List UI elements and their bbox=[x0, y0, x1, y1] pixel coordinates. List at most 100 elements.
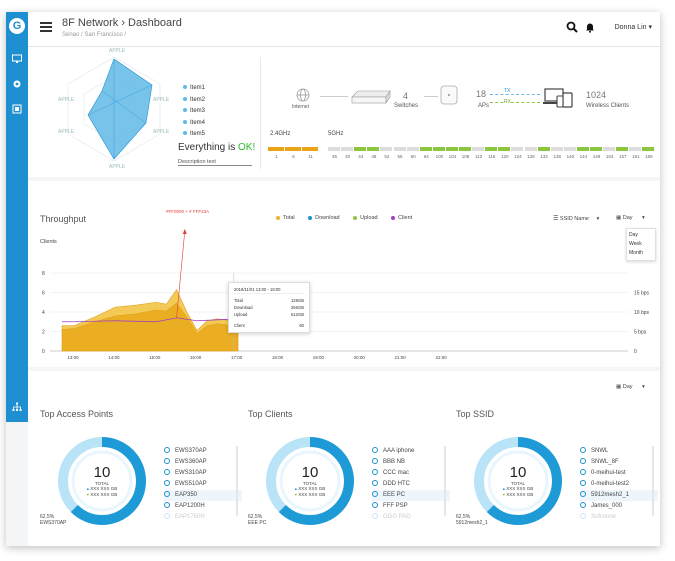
chart-legend: Total Download Upload Client bbox=[276, 215, 412, 221]
x-tick-label: 13:00 bbox=[67, 355, 79, 360]
monitor-icon[interactable] bbox=[12, 54, 22, 64]
globe-icon[interactable] bbox=[296, 88, 310, 102]
section-top-access-points: Top Access Points 10 TOTAL ▴ XXX XXX GB … bbox=[40, 371, 242, 546]
list-item[interactable]: FFF PSP bbox=[372, 501, 450, 512]
search-icon[interactable] bbox=[566, 21, 578, 33]
list-item[interactable]: EWS360AP bbox=[164, 457, 242, 468]
scrollbar[interactable] bbox=[652, 446, 654, 516]
switches-label: Switches bbox=[394, 103, 419, 109]
list-item[interactable]: EWS510AP bbox=[164, 479, 242, 490]
section-title: Top Access Points bbox=[40, 409, 114, 419]
clients-devices-icon[interactable] bbox=[543, 87, 575, 109]
y2-tick-label: 10 bps bbox=[634, 310, 650, 316]
status-ok: OK! bbox=[238, 142, 256, 153]
channel-label: 56 bbox=[397, 154, 403, 159]
list-item[interactable]: GGG PAD bbox=[372, 512, 450, 523]
channel-label: 104 bbox=[448, 154, 457, 159]
section-title: Top SSID bbox=[456, 409, 495, 419]
channel-segment bbox=[285, 147, 301, 151]
channel-segment bbox=[498, 147, 511, 151]
donut-line: ▴ XXX XXX GB bbox=[86, 486, 118, 491]
gear-icon[interactable] bbox=[12, 79, 22, 89]
list-item[interactable]: SNWL_8F bbox=[580, 457, 658, 468]
topology-icon[interactable] bbox=[12, 402, 22, 412]
description-text: Description text bbox=[178, 159, 252, 166]
list-item[interactable]: 0-meihui-test2 bbox=[580, 479, 658, 490]
access-point-icon[interactable] bbox=[440, 85, 458, 105]
switch-icon[interactable] bbox=[350, 89, 392, 105]
channel-label: 40 bbox=[345, 154, 351, 159]
channel-label: 149 bbox=[592, 154, 601, 159]
legend-download[interactable]: Download bbox=[308, 215, 340, 221]
legend-total[interactable]: Total bbox=[276, 215, 295, 221]
donut-total-label: TOTAL bbox=[302, 481, 318, 486]
breadcrumb[interactable]: Senao / San Francisco / bbox=[62, 32, 127, 38]
y2-tick-label: 5 bps bbox=[634, 330, 647, 336]
range-option-week[interactable]: Week bbox=[629, 241, 642, 247]
scrollbar[interactable] bbox=[236, 446, 238, 516]
channel-segment bbox=[393, 147, 406, 151]
channel-label: 11 bbox=[308, 154, 313, 159]
x-tick-label: 19:00 bbox=[313, 355, 325, 360]
range-option-month[interactable]: Month bbox=[629, 250, 643, 256]
menu-icon[interactable] bbox=[40, 22, 52, 32]
brand-logo-icon[interactable]: G bbox=[9, 18, 25, 34]
range-dropdown: Day Week Month bbox=[626, 228, 656, 261]
channel-segment bbox=[563, 147, 576, 151]
channel-label: 44 bbox=[358, 154, 364, 159]
channel-segment bbox=[576, 147, 589, 151]
channel-segment bbox=[550, 147, 563, 151]
legend-item: Item1 bbox=[183, 83, 205, 95]
list-item[interactable]: EWS370AP bbox=[164, 446, 242, 457]
list-item[interactable]: James_000 bbox=[580, 501, 658, 512]
list-item[interactable]: EAP350 bbox=[164, 490, 242, 501]
list-item[interactable]: 5912mesh2_1 bbox=[580, 490, 658, 501]
range-option-day[interactable]: Day bbox=[629, 232, 638, 238]
list-item[interactable]: Sofistone bbox=[580, 512, 658, 523]
aps-label: APs bbox=[478, 103, 490, 109]
y2-tick-label: 0 bbox=[634, 349, 637, 355]
user-name: Donna Lin bbox=[614, 24, 647, 31]
band-5-label: 5GHz bbox=[328, 131, 344, 137]
list-item[interactable]: AAA iphone bbox=[372, 446, 450, 457]
marker-label: #FF0000 + # FFF23A bbox=[166, 209, 210, 214]
list-item[interactable]: EWS310AP bbox=[164, 468, 242, 479]
device-icon[interactable] bbox=[12, 104, 22, 114]
list-item[interactable]: EEE PC bbox=[372, 490, 450, 501]
rx-label: RX bbox=[504, 99, 511, 105]
channel-label: 161 bbox=[632, 154, 640, 159]
rx-line bbox=[490, 102, 540, 103]
list-item[interactable]: EAP1200H bbox=[164, 501, 242, 512]
network-name[interactable]: 8F Network bbox=[62, 17, 119, 29]
channel-segment bbox=[341, 147, 354, 151]
donut-center: 10 TOTAL ▴ XXX XXX GB ▾ XXX XXX GB bbox=[275, 464, 345, 498]
donut-percent: 62.5% EWS370AP bbox=[40, 514, 67, 526]
radar-axis-label: APPLE bbox=[109, 164, 126, 170]
page-name: Dashboard bbox=[128, 17, 182, 29]
range-select[interactable]: ▦ Day ▾ bbox=[616, 215, 645, 221]
list-item[interactable]: DDD HTC bbox=[372, 479, 450, 490]
scrollbar[interactable] bbox=[444, 446, 446, 516]
user-menu[interactable]: Donna Lin ▾ bbox=[615, 23, 652, 31]
list-item[interactable]: 0-meihui-test bbox=[580, 468, 658, 479]
bell-icon[interactable] bbox=[584, 21, 596, 33]
channel-label: 1 bbox=[275, 154, 278, 159]
legend-client[interactable]: Client bbox=[391, 215, 412, 221]
x-tick-label: 17:00 bbox=[231, 355, 243, 360]
donut-total: 10 bbox=[509, 464, 527, 481]
legend-upload[interactable]: Upload bbox=[353, 215, 378, 221]
y-tick-label: 6 bbox=[42, 291, 45, 297]
channel-segment bbox=[268, 147, 284, 151]
ranking-list: SNWL SNWL_8F 0-meihui-test 0-meihui-test2 59… bbox=[580, 446, 658, 523]
list-item[interactable]: SNWL bbox=[580, 446, 658, 457]
list-item[interactable]: BBB NB bbox=[372, 457, 450, 468]
list-item[interactable]: CCC mac bbox=[372, 468, 450, 479]
ssid-select[interactable]: ☰ SSID Name ▾ bbox=[553, 216, 600, 222]
list-item[interactable]: EAP1750H bbox=[164, 512, 242, 523]
donut-chart bbox=[58, 437, 146, 525]
bottom-range-select[interactable]: ▦ Day ▾ bbox=[616, 384, 645, 390]
channel-segment bbox=[406, 147, 419, 151]
overview-card: APPLE APPLE APPLE APPLE APPLE APPLE Item… bbox=[28, 47, 660, 177]
calendar-icon: ▦ bbox=[616, 215, 622, 221]
donut-total-label: TOTAL bbox=[94, 481, 110, 486]
